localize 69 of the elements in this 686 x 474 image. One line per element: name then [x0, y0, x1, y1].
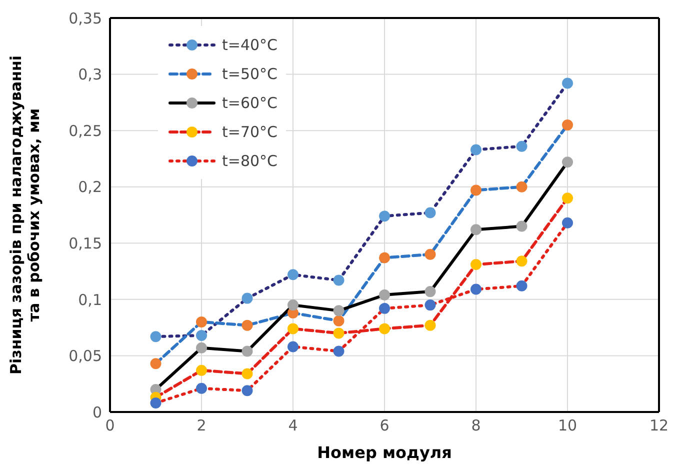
point — [562, 217, 573, 228]
point — [424, 300, 436, 311]
point — [516, 256, 528, 267]
point — [379, 210, 390, 222]
x-tick-label: 2 — [196, 416, 206, 435]
point — [470, 224, 482, 236]
point — [333, 346, 344, 357]
legend-label: t=60°C — [222, 94, 278, 112]
point — [470, 144, 482, 156]
point — [379, 252, 390, 264]
point — [379, 289, 390, 300]
point — [333, 305, 344, 316]
point — [150, 358, 162, 370]
point — [424, 286, 436, 298]
point — [242, 385, 253, 396]
x-tick-label: 6 — [380, 416, 390, 435]
point — [196, 342, 207, 354]
point — [516, 181, 528, 192]
legend-label: t=50°C — [222, 64, 278, 82]
point — [288, 323, 298, 334]
y-tick-label: 0,25 — [68, 122, 102, 140]
y-axis-title: Різниця зазорів при налагоджуванні та в робочих умовах, мм — [7, 55, 43, 375]
point — [562, 119, 573, 130]
point — [288, 269, 298, 280]
point — [333, 274, 344, 286]
x-tick-label: 0 — [105, 416, 115, 435]
point — [424, 207, 436, 218]
point — [150, 331, 162, 342]
point — [150, 397, 162, 408]
y-tick-label: 0,3 — [78, 66, 102, 84]
point — [196, 330, 207, 341]
point — [424, 320, 436, 331]
y-tick-label: 0,35 — [68, 9, 102, 28]
x-tick-label: 8 — [471, 416, 481, 435]
point — [516, 220, 528, 232]
point — [470, 284, 482, 295]
point — [288, 341, 298, 352]
legend-label: t=80°C — [222, 152, 278, 170]
point — [562, 192, 573, 204]
x-tick-label: 10 — [558, 416, 578, 435]
x-axis-title: Номер модуля — [317, 443, 452, 462]
y-tick-label: 0,05 — [68, 347, 102, 366]
point — [562, 78, 573, 89]
y-tick-label: 0 — [92, 403, 102, 422]
point — [242, 320, 253, 331]
point — [288, 300, 298, 311]
point — [333, 315, 344, 326]
point — [242, 292, 253, 304]
legend-label: t=40°C — [222, 36, 278, 54]
point — [379, 302, 390, 314]
point — [242, 368, 253, 380]
point — [516, 140, 528, 152]
legend-label: t=70°C — [222, 122, 278, 140]
point — [196, 316, 207, 328]
point — [379, 323, 390, 334]
x-tick-label: 12 — [649, 416, 669, 435]
y-tick-label: 0,1 — [78, 290, 102, 309]
point — [470, 184, 482, 196]
y-tick-label: 0,15 — [68, 234, 102, 252]
x-tick-label: 4 — [288, 416, 298, 435]
point — [196, 382, 207, 394]
y-tick-label: 0,2 — [78, 178, 102, 196]
point — [516, 280, 528, 292]
point — [242, 346, 253, 357]
point — [562, 156, 573, 168]
point — [333, 328, 344, 339]
point — [196, 364, 207, 376]
point — [470, 259, 482, 270]
point — [424, 248, 436, 260]
